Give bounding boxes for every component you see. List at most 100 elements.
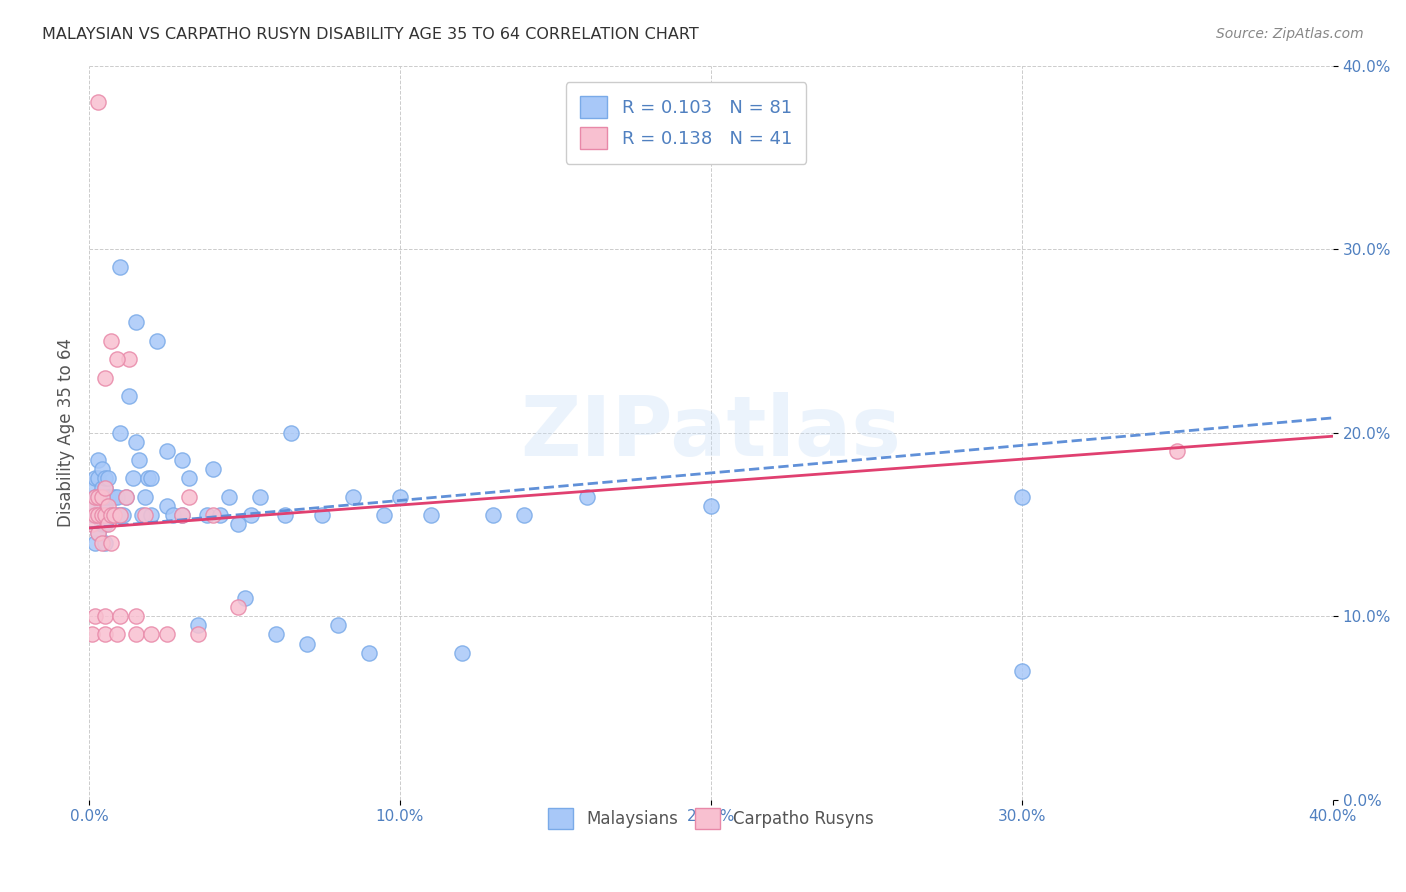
- Point: [93, 508, 115, 522]
- Point: [125, 609, 148, 624]
- Point: [93, 490, 115, 504]
- Point: [226, 517, 249, 532]
- Point: [280, 425, 302, 440]
- Point: [125, 316, 148, 330]
- Point: [700, 499, 723, 513]
- Point: [103, 490, 125, 504]
- Point: [134, 490, 156, 504]
- Point: [90, 490, 112, 504]
- Point: [575, 490, 598, 504]
- Point: [87, 471, 110, 485]
- Point: [90, 462, 112, 476]
- Point: [97, 517, 120, 532]
- Point: [162, 508, 184, 522]
- Point: [218, 490, 240, 504]
- Point: [420, 508, 443, 522]
- Point: [90, 481, 112, 495]
- Point: [100, 334, 122, 348]
- Point: [187, 618, 209, 632]
- Point: [84, 508, 107, 522]
- Point: [90, 499, 112, 513]
- Point: [87, 490, 110, 504]
- Point: [172, 508, 194, 522]
- Point: [93, 471, 115, 485]
- Point: [141, 627, 163, 641]
- Point: [105, 627, 128, 641]
- Point: [357, 646, 380, 660]
- Point: [156, 627, 179, 641]
- Point: [100, 535, 122, 549]
- Point: [93, 481, 115, 495]
- Point: [93, 609, 115, 624]
- Point: [177, 490, 200, 504]
- Point: [87, 453, 110, 467]
- Point: [172, 453, 194, 467]
- Point: [136, 471, 159, 485]
- Point: [105, 490, 128, 504]
- Point: [103, 508, 125, 522]
- Point: [249, 490, 271, 504]
- Point: [90, 535, 112, 549]
- Point: [195, 508, 218, 522]
- Point: [134, 508, 156, 522]
- Point: [226, 599, 249, 614]
- Point: [93, 535, 115, 549]
- Point: [82, 627, 104, 641]
- Point: [208, 508, 231, 522]
- Point: [482, 508, 505, 522]
- Point: [264, 627, 287, 641]
- Point: [1011, 490, 1033, 504]
- Point: [177, 471, 200, 485]
- Point: [239, 508, 262, 522]
- Point: [326, 618, 349, 632]
- Point: [93, 627, 115, 641]
- Point: [97, 508, 120, 522]
- Point: [93, 370, 115, 384]
- Point: [82, 499, 104, 513]
- Point: [93, 517, 115, 532]
- Point: [202, 508, 225, 522]
- Point: [97, 499, 120, 513]
- Point: [97, 471, 120, 485]
- Point: [87, 508, 110, 522]
- Point: [82, 499, 104, 513]
- Point: [513, 508, 536, 522]
- Point: [156, 499, 179, 513]
- Point: [84, 535, 107, 549]
- Point: [93, 499, 115, 513]
- Point: [172, 508, 194, 522]
- Point: [156, 444, 179, 458]
- Point: [108, 425, 131, 440]
- Point: [87, 95, 110, 110]
- Point: [90, 517, 112, 532]
- Point: [105, 352, 128, 367]
- Point: [87, 526, 110, 541]
- Point: [451, 646, 474, 660]
- Text: ZIPatlas: ZIPatlas: [520, 392, 901, 473]
- Text: Source: ZipAtlas.com: Source: ZipAtlas.com: [1216, 27, 1364, 41]
- Text: MALAYSIAN VS CARPATHO RUSYN DISABILITY AGE 35 TO 64 CORRELATION CHART: MALAYSIAN VS CARPATHO RUSYN DISABILITY A…: [42, 27, 699, 42]
- Point: [1166, 444, 1188, 458]
- Y-axis label: Disability Age 35 to 64: Disability Age 35 to 64: [58, 338, 75, 527]
- Point: [100, 508, 122, 522]
- Point: [97, 490, 120, 504]
- Point: [84, 508, 107, 522]
- Point: [105, 508, 128, 522]
- Point: [233, 591, 256, 605]
- Point: [108, 508, 131, 522]
- Point: [82, 517, 104, 532]
- Point: [342, 490, 364, 504]
- Point: [125, 434, 148, 449]
- Point: [295, 636, 318, 650]
- Point: [93, 508, 115, 522]
- Point: [82, 481, 104, 495]
- Point: [103, 508, 125, 522]
- Point: [274, 508, 297, 522]
- Point: [146, 334, 169, 348]
- Point: [141, 508, 163, 522]
- Point: [87, 526, 110, 541]
- Point: [84, 490, 107, 504]
- Point: [373, 508, 395, 522]
- Point: [141, 471, 163, 485]
- Legend: Malaysians, Carpatho Rusyns: Malaysians, Carpatho Rusyns: [541, 802, 880, 835]
